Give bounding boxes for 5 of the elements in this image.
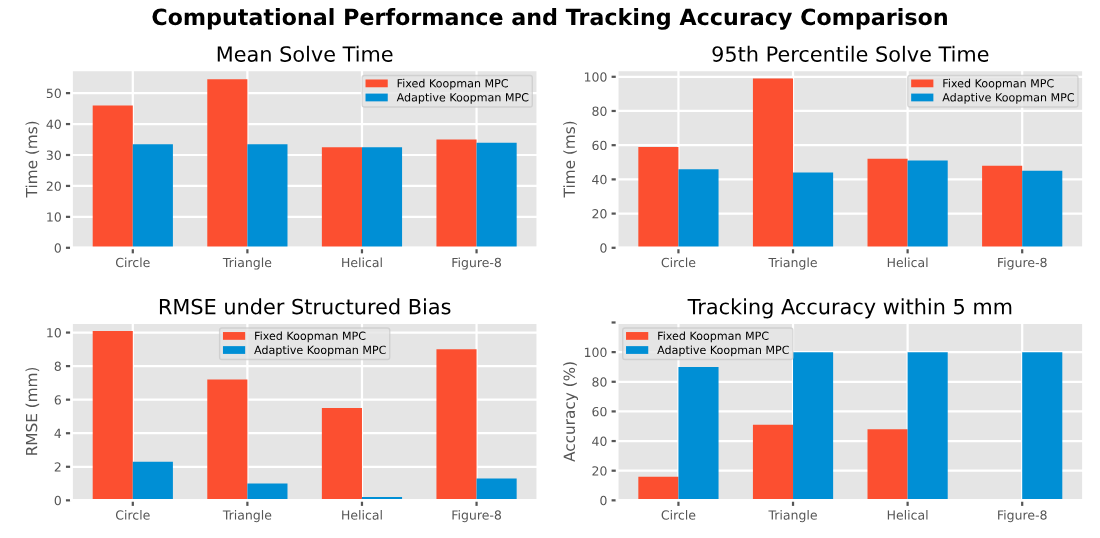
chart-title: Tracking Accuracy within 5 mm — [687, 298, 1012, 319]
text: Computational Performance and Tracking Accuracy Comparison — [152, 8, 947, 30]
chart-title: 95th Percentile Solve Time — [712, 45, 989, 62]
chart-title: RMSE under Structured Bias — [159, 298, 451, 315]
chart-title: Mean Solve Time — [217, 45, 393, 62]
